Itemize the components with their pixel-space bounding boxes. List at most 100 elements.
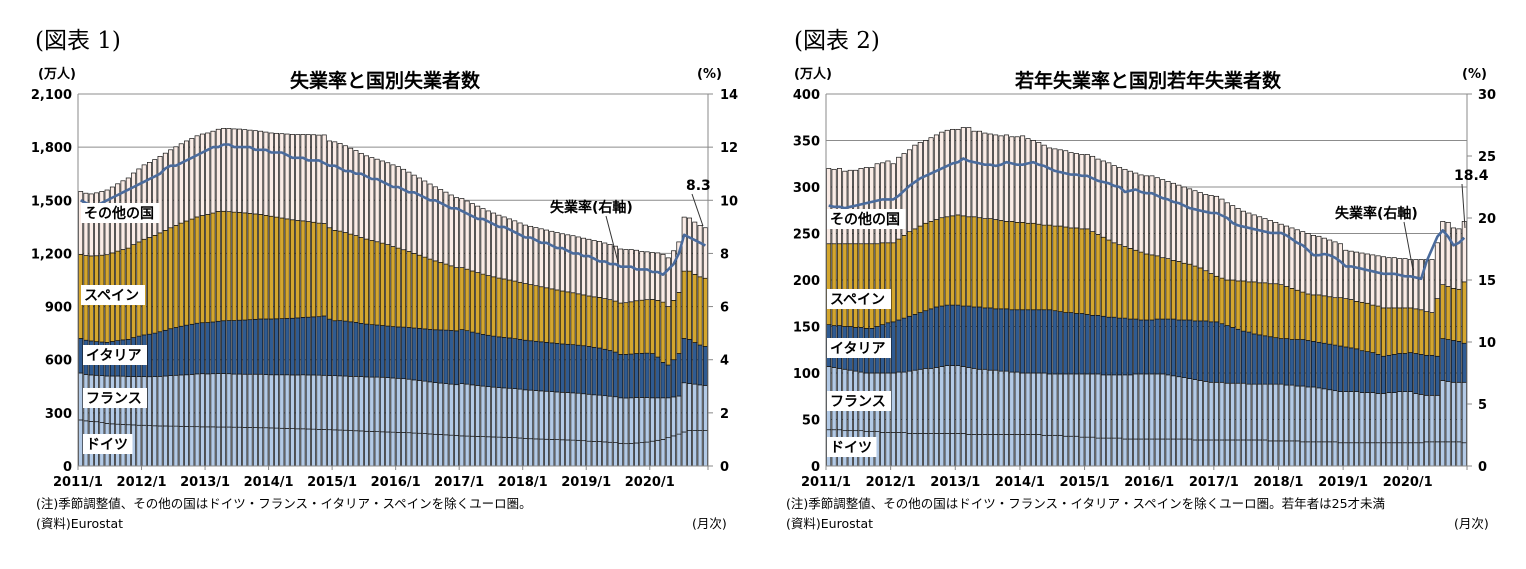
bar-italy xyxy=(533,340,539,391)
bar-italy xyxy=(337,320,343,377)
bar-others xyxy=(1095,158,1101,235)
bar-others xyxy=(406,171,412,252)
bar-germany xyxy=(353,430,359,467)
y-tick-right: 25 xyxy=(1478,150,1496,165)
bar-france xyxy=(1343,391,1349,444)
bar-france xyxy=(199,373,205,428)
line-label: 失業率(右軸) xyxy=(550,199,633,216)
bar-germany xyxy=(147,425,152,467)
bar-others xyxy=(1413,259,1419,310)
bar-italy xyxy=(1219,323,1225,383)
bar-spain xyxy=(1424,311,1430,356)
bar-france xyxy=(1327,389,1333,443)
bar-spain xyxy=(1170,260,1176,320)
bar-spain xyxy=(263,214,269,320)
bar-germany xyxy=(634,442,639,467)
bar-france xyxy=(1386,392,1392,444)
bar-italy xyxy=(459,329,465,384)
bar-france xyxy=(342,375,348,431)
bar-spain xyxy=(1273,283,1279,339)
bar-others xyxy=(581,237,587,296)
bar-italy xyxy=(284,318,290,376)
bar-spain xyxy=(1176,261,1182,321)
bar-germany xyxy=(1084,436,1090,467)
bar-italy xyxy=(618,354,624,399)
bar-germany xyxy=(1133,438,1139,467)
bar-spain xyxy=(231,211,237,321)
bar-spain xyxy=(1300,291,1306,340)
bar-spain xyxy=(311,221,317,318)
bar-france xyxy=(1009,371,1015,435)
bar-others xyxy=(390,164,396,247)
bar-germany xyxy=(469,435,475,467)
bar-france xyxy=(522,389,528,439)
bar-spain xyxy=(1052,225,1058,312)
bar-spain xyxy=(950,215,956,306)
bar-germany xyxy=(1337,442,1343,467)
bar-italy xyxy=(332,320,338,376)
bar-germany xyxy=(464,435,470,467)
bar-spain xyxy=(1451,288,1457,341)
chart-source: (資料)Eurostat xyxy=(36,516,123,531)
bar-france xyxy=(1144,373,1150,440)
bar-others xyxy=(496,214,502,279)
bar-spain xyxy=(912,228,918,315)
bar-italy xyxy=(702,346,708,386)
bar-germany xyxy=(1429,441,1435,467)
bar-italy xyxy=(1127,318,1133,376)
bar-others xyxy=(1375,255,1381,307)
bar-france xyxy=(247,373,253,428)
bar-spain xyxy=(681,270,687,339)
bar-italy xyxy=(358,323,364,377)
bar-spain xyxy=(194,216,200,324)
bar-others xyxy=(1257,216,1263,284)
bar-france xyxy=(960,366,966,434)
bar-germany xyxy=(1149,438,1155,467)
bar-france xyxy=(1332,390,1338,443)
bar-others xyxy=(966,127,972,218)
bar-germany xyxy=(136,424,142,467)
bar-italy xyxy=(1214,321,1220,383)
bar-others xyxy=(1262,218,1268,284)
bar-germany xyxy=(944,433,950,467)
bar-italy xyxy=(485,334,491,387)
bar-others xyxy=(549,230,555,290)
bar-germany xyxy=(559,439,565,467)
bar-germany xyxy=(475,436,481,467)
bar-italy xyxy=(1418,354,1424,395)
bar-others xyxy=(1310,235,1316,296)
bar-germany xyxy=(422,433,428,467)
bar-germany xyxy=(1117,437,1123,467)
bar-spain xyxy=(358,237,364,324)
bar-france xyxy=(289,374,295,429)
series-label-bg xyxy=(81,285,145,305)
bar-spain xyxy=(612,300,618,353)
bar-france xyxy=(1106,374,1112,439)
bar-italy xyxy=(1063,312,1069,375)
bar-germany xyxy=(1375,442,1381,467)
bar-spain xyxy=(1235,280,1241,330)
bar-italy xyxy=(406,327,412,380)
bar-italy xyxy=(501,337,507,389)
bar-others xyxy=(1052,148,1058,227)
bar-germany xyxy=(432,433,438,467)
x-tick-label: 2013/1 xyxy=(930,475,980,490)
x-unit-label: (月次) xyxy=(1454,516,1489,531)
bar-germany xyxy=(1262,439,1268,467)
bar-germany xyxy=(702,430,708,467)
bar-others xyxy=(337,143,343,232)
bar-germany xyxy=(1025,434,1031,467)
bar-france xyxy=(1370,392,1376,444)
bar-germany xyxy=(337,429,343,467)
bar-france xyxy=(1289,384,1295,442)
bar-france xyxy=(1456,381,1462,443)
bar-others xyxy=(1073,153,1079,229)
bar-italy xyxy=(575,344,581,394)
bar-others xyxy=(1014,136,1020,223)
bar-others xyxy=(1170,182,1176,261)
bar-france xyxy=(1230,382,1236,441)
bar-spain xyxy=(152,235,158,334)
bar-others xyxy=(544,229,549,289)
bar-spain xyxy=(374,241,380,326)
bar-germany xyxy=(199,426,205,467)
